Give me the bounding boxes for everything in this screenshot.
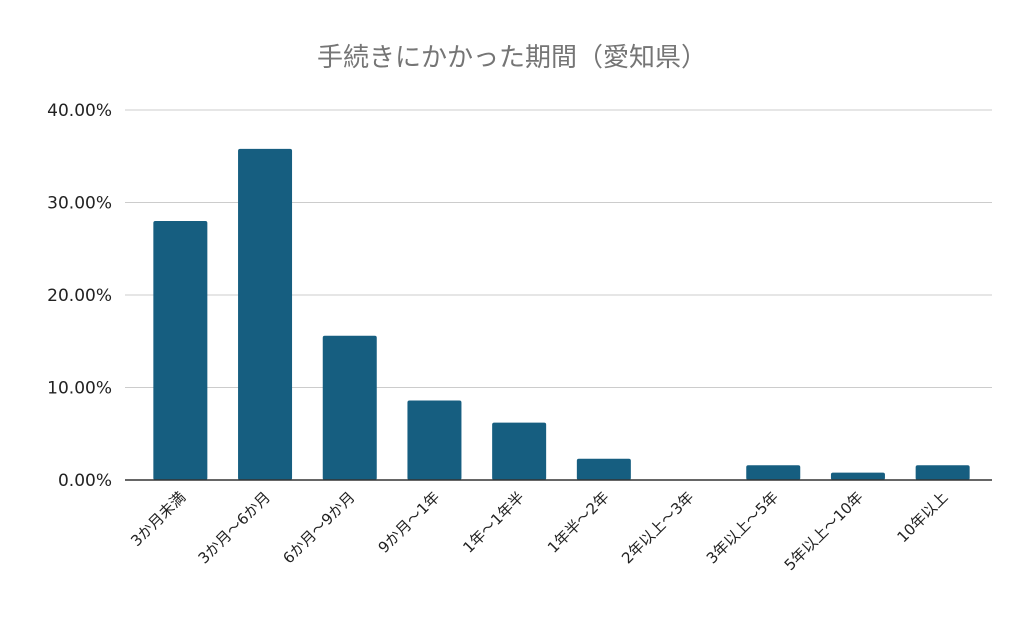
- y-tick-label: 0.00%: [58, 471, 112, 491]
- bar: [407, 400, 462, 480]
- x-tick-label: 9か月～1年: [375, 488, 444, 557]
- bar: [746, 465, 801, 480]
- bar: [322, 335, 377, 480]
- y-axis-tick-labels: 0.00% 10.00% 20.00% 30.00% 40.00%: [47, 101, 112, 491]
- x-tick-label: 1年～1年半: [459, 488, 528, 557]
- bar: [153, 221, 208, 480]
- x-tick-label: 10年以上: [893, 488, 951, 546]
- x-tick-label: 6か月～9か月: [279, 488, 358, 567]
- x-tick-label: 2年以上～3年: [618, 488, 697, 567]
- x-tick-label: 1年半～2年: [544, 488, 613, 557]
- y-tick-label: 20.00%: [47, 286, 112, 306]
- x-tick-label: 3か月未満: [127, 488, 189, 550]
- bar: [492, 422, 547, 480]
- y-tick-label: 10.00%: [47, 379, 112, 399]
- y-tick-label: 30.00%: [47, 194, 112, 214]
- bar: [915, 465, 970, 480]
- x-axis-tick-labels: 3か月未満 3か月～6か月 6か月～9か月 9か月～1年 1年～1年半 1年半～2年 2年以…: [127, 488, 951, 574]
- y-tick-label: 40.00%: [47, 101, 112, 121]
- bar: [238, 148, 293, 480]
- bar: [576, 458, 631, 480]
- x-tick-label: 3か月～6か月: [195, 488, 274, 567]
- bar: [830, 472, 885, 480]
- x-tick-label: 3年以上～5年: [703, 488, 782, 567]
- chart-title: 手続きにかかった期間（愛知県）: [317, 43, 707, 73]
- bars: [153, 148, 970, 480]
- x-tick-label: 5年以上～10年: [781, 488, 867, 574]
